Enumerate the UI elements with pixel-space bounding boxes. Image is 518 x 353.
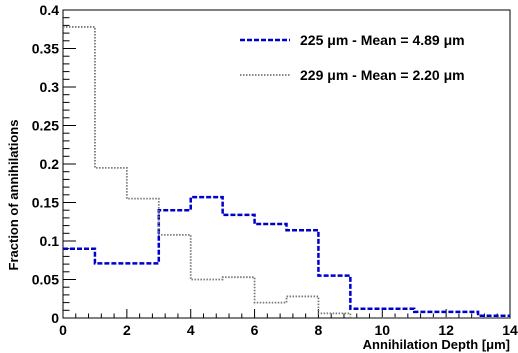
y-tick-label: 0.2	[40, 156, 60, 172]
axes: 0 2 4 6 8 10 12 14 0 0.05 0.1 0.15 0.2 0.25 0.3 0.35 0.4	[32, 2, 518, 338]
x-tick-label: 14	[502, 322, 518, 338]
series-line-2	[63, 26, 510, 319]
data-series	[63, 26, 510, 319]
legend: 225 μm - Mean = 4.89 μm 229 μm - Mean = 2…	[240, 32, 465, 83]
y-tick-label: 0	[51, 310, 59, 326]
x-tick-label: 4	[187, 322, 195, 338]
legend-label-2: 229 μm - Mean = 2.20 μm	[300, 67, 465, 83]
x-axis-label: Annihilation Depth [μm]	[363, 337, 510, 352]
legend-label-1: 225 μm - Mean = 4.89 μm	[300, 32, 465, 48]
x-tick-label: 12	[438, 322, 454, 338]
y-tick-label: 0.05	[32, 272, 59, 288]
x-tick-label: 10	[374, 322, 390, 338]
y-tick-label: 0.25	[32, 118, 59, 134]
x-tick-label: 0	[59, 322, 67, 338]
y-tick-label: 0.1	[40, 233, 60, 249]
series-line-1	[63, 195, 510, 317]
x-tick-label: 2	[123, 322, 131, 338]
y-tick-label: 0.35	[32, 41, 59, 57]
x-tick-label: 6	[251, 322, 259, 338]
y-tick-label: 0.15	[32, 195, 59, 211]
y-axis-label: Fraction of annihilations	[6, 120, 21, 271]
y-tick-label: 0.3	[40, 79, 60, 95]
x-tick-label: 8	[315, 322, 323, 338]
y-tick-label: 0.4	[40, 2, 60, 18]
